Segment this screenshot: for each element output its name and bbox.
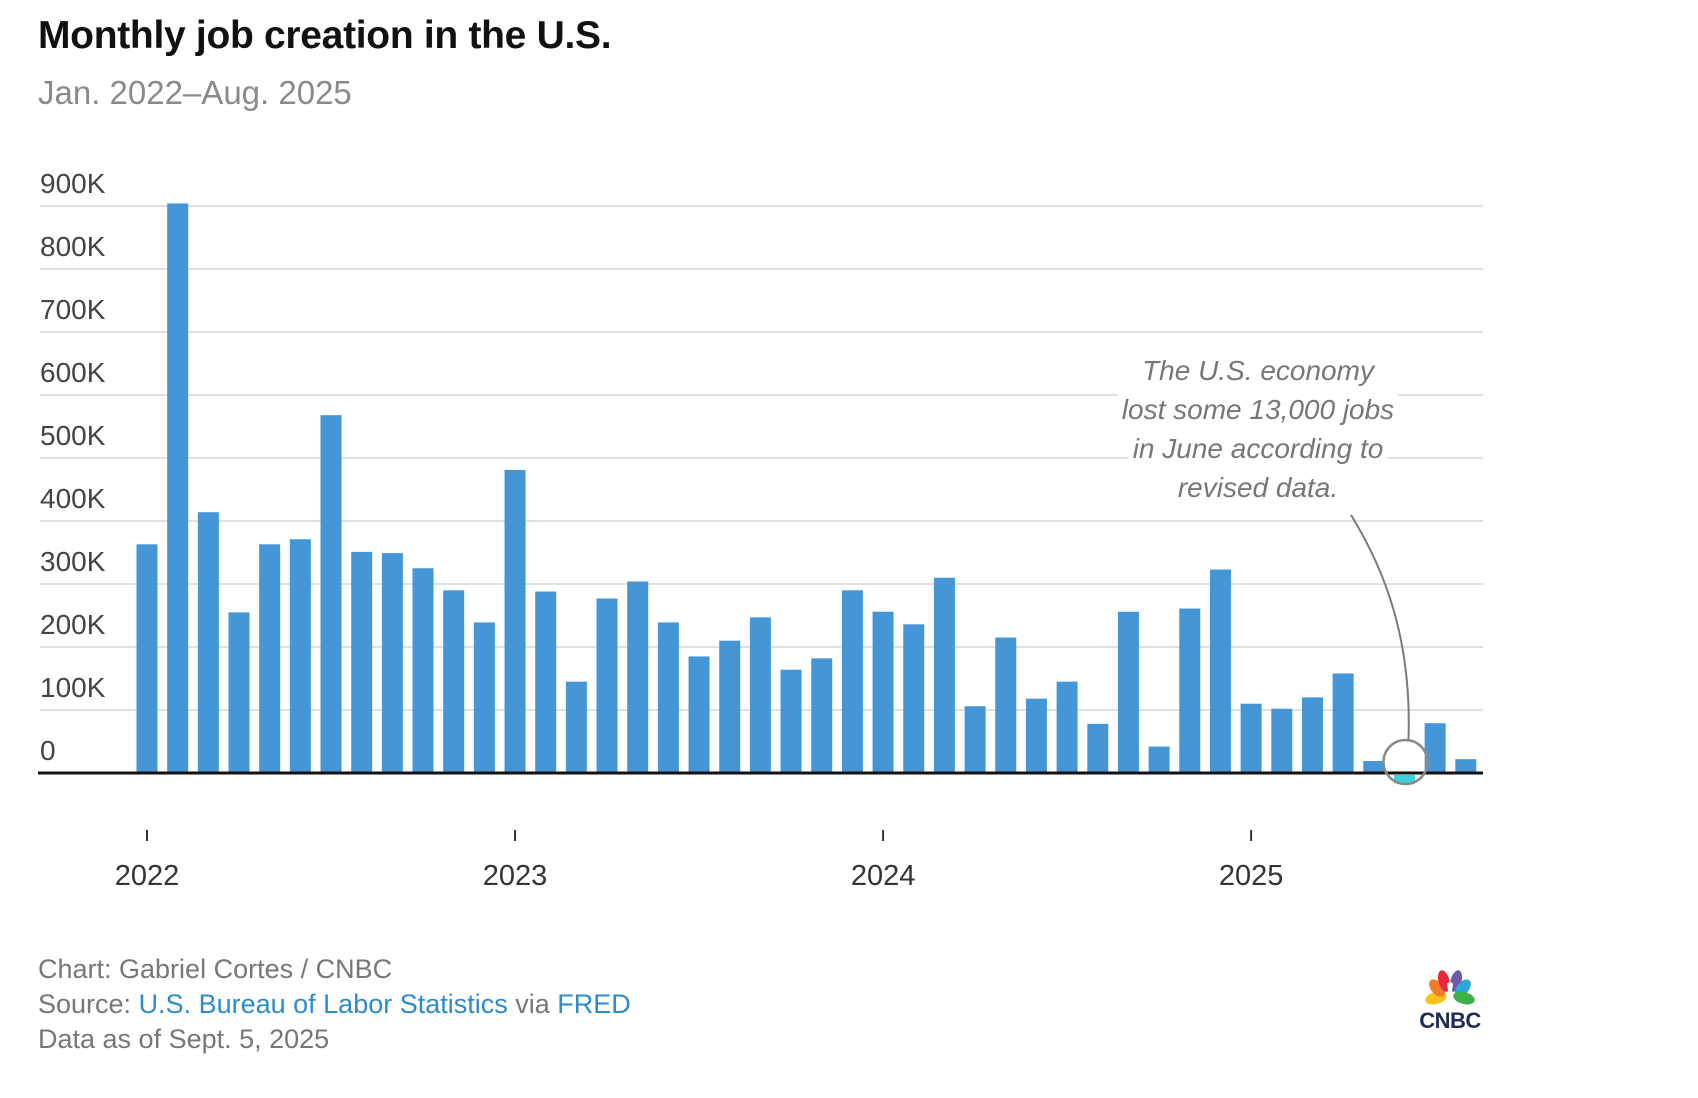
annotation-line: lost some 13,000 jobs bbox=[1122, 394, 1394, 425]
x-tick-label: 2022 bbox=[115, 860, 180, 892]
bar-may-2022 bbox=[259, 544, 281, 773]
bar-sep-2023 bbox=[749, 617, 771, 773]
y-tick-label: 800K bbox=[40, 231, 106, 262]
gridlines bbox=[40, 205, 1483, 711]
y-tick-label: 900K bbox=[40, 168, 106, 199]
chart-title: Monthly job creation in the U.S. bbox=[38, 14, 612, 57]
bar-aug-2025 bbox=[1455, 759, 1477, 773]
bls-link[interactable]: U.S. Bureau of Labor Statistics bbox=[138, 989, 508, 1019]
bar-may-2023 bbox=[627, 581, 649, 773]
bar-apr-2023 bbox=[596, 598, 618, 773]
bar-jul-2024 bbox=[1056, 681, 1078, 773]
bar-may-2024 bbox=[995, 637, 1017, 773]
source-prefix: Source: bbox=[38, 989, 139, 1019]
annotation-leader-line bbox=[1350, 514, 1410, 741]
y-tick-label: 700K bbox=[40, 294, 106, 325]
y-tick-label: 500K bbox=[40, 420, 106, 451]
y-axis-labels: 0 100K 200K 300K 400K 500K 600K 700K 800K 900K bbox=[40, 168, 106, 766]
bar-jul-2025 bbox=[1424, 723, 1446, 773]
annotation-line: in June according to bbox=[1133, 433, 1384, 464]
footer: Chart: Gabriel Cortes / CNBC Source: U.S… bbox=[38, 952, 631, 1057]
bar-jan-2023 bbox=[504, 469, 526, 773]
bar-mar-2025 bbox=[1301, 697, 1323, 773]
x-tick-label: 2023 bbox=[483, 860, 548, 892]
bar-oct-2022 bbox=[412, 568, 434, 773]
bar-jun-2024 bbox=[1025, 698, 1047, 773]
bar-jun-2022 bbox=[289, 539, 311, 773]
annotation-text-halo bbox=[1173, 471, 1343, 505]
bar-jun-2023 bbox=[657, 622, 679, 773]
source-via: via bbox=[507, 989, 558, 1019]
bar-jul-2022 bbox=[320, 415, 342, 773]
bar-feb-2025 bbox=[1271, 708, 1293, 773]
y-tick-label: 100K bbox=[40, 672, 106, 703]
bar-oct-2024 bbox=[1148, 746, 1170, 773]
x-tick-label: 2025 bbox=[1219, 860, 1284, 892]
y-tick-label: 400K bbox=[40, 483, 106, 514]
bar-may-2025 bbox=[1363, 761, 1385, 773]
bar-dec-2022 bbox=[473, 622, 495, 773]
x-axis: 2022 2023 2024 2025 bbox=[115, 830, 1284, 892]
y-tick-label: 300K bbox=[40, 546, 106, 577]
bar-nov-2024 bbox=[1179, 608, 1201, 773]
bar-mar-2022 bbox=[197, 512, 219, 773]
bar-mar-2023 bbox=[565, 681, 587, 773]
cnbc-logo: CNBC bbox=[1414, 968, 1486, 1033]
x-tick-label: 2024 bbox=[851, 860, 916, 892]
bar-nov-2022 bbox=[443, 590, 465, 773]
bar-chart: 0 100K 200K 300K 400K 500K 600K 700K 800K 900K 20… bbox=[38, 168, 1483, 892]
bar-feb-2024 bbox=[903, 624, 925, 773]
fred-link[interactable]: FRED bbox=[557, 989, 631, 1019]
cnbc-wordmark: CNBC bbox=[1419, 1008, 1481, 1033]
bar-feb-2022 bbox=[167, 203, 189, 774]
bar-apr-2022 bbox=[228, 612, 250, 773]
bar-jan-2024 bbox=[872, 611, 894, 773]
annotation-line: The U.S. economy bbox=[1142, 355, 1376, 386]
bar-jun-2025 bbox=[1393, 775, 1415, 784]
chart-credit: Chart: Gabriel Cortes / CNBC bbox=[38, 954, 393, 984]
bar-nov-2023 bbox=[811, 658, 833, 773]
y-tick-label: 600K bbox=[40, 357, 106, 388]
bar-feb-2023 bbox=[535, 591, 557, 773]
y-tick-label: 0 bbox=[40, 735, 56, 766]
y-tick-label: 200K bbox=[40, 609, 106, 640]
bar-oct-2023 bbox=[780, 669, 802, 773]
bar-mar-2024 bbox=[933, 577, 955, 773]
bar-dec-2024 bbox=[1209, 569, 1231, 773]
bar-dec-2023 bbox=[841, 590, 863, 773]
annotation-text-halo bbox=[1138, 354, 1378, 388]
bar-aug-2024 bbox=[1087, 723, 1109, 773]
data-as-of: Data as of Sept. 5, 2025 bbox=[38, 1024, 330, 1054]
bar-jan-2022 bbox=[136, 544, 158, 773]
annotation-highlight-circle bbox=[1382, 738, 1429, 786]
bar-apr-2025 bbox=[1332, 673, 1354, 773]
bar-sep-2022 bbox=[381, 553, 403, 773]
source-line: Source: U.S. Bureau of Labor Statistics … bbox=[38, 987, 631, 1022]
bar-jan-2025 bbox=[1240, 703, 1262, 773]
nbc-peacock-icon bbox=[1425, 970, 1475, 1005]
annotation: The U.S. economy lost some 13,000 jobs i… bbox=[1117, 354, 1429, 786]
chart-subtitle: Jan. 2022–Aug. 2025 bbox=[38, 74, 352, 111]
bars bbox=[136, 203, 1477, 784]
annotation-text-halo bbox=[1117, 393, 1399, 427]
bar-aug-2022 bbox=[351, 551, 373, 773]
bar-aug-2023 bbox=[719, 640, 741, 773]
bar-apr-2024 bbox=[964, 706, 986, 773]
bar-sep-2024 bbox=[1117, 611, 1139, 773]
annotation-text-halo bbox=[1128, 432, 1388, 466]
bar-jul-2023 bbox=[688, 656, 710, 773]
annotation-line: revised data. bbox=[1178, 472, 1338, 503]
